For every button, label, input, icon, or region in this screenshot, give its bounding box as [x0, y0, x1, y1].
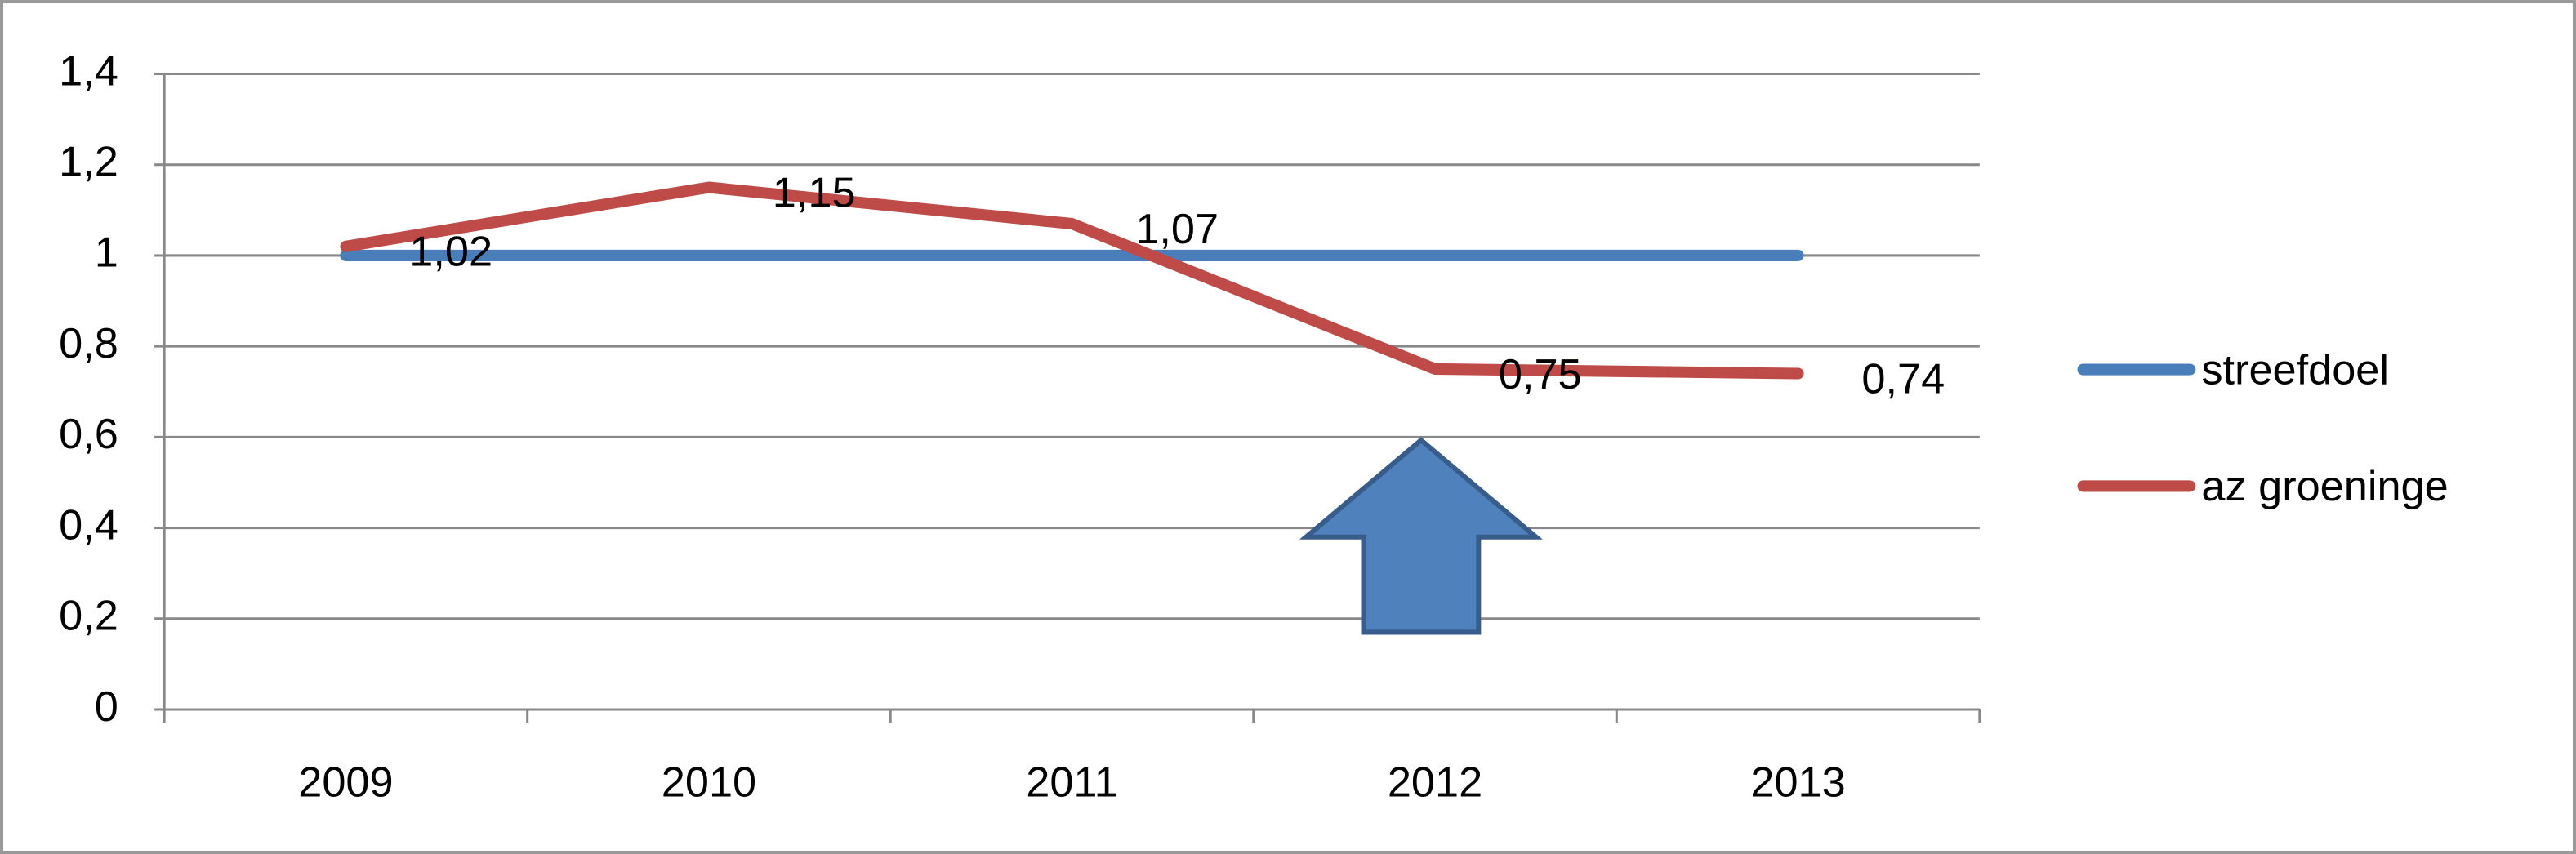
x-tick-label: 2012 [1388, 758, 1482, 806]
legend-label: az groeninge [2201, 463, 2448, 510]
y-tick-label: 0 [95, 683, 118, 731]
x-tick-label: 2013 [1750, 758, 1845, 806]
y-tick-label: 0,2 [59, 593, 118, 640]
data-label: 0,75 [1499, 351, 1582, 398]
y-tick-label: 0,8 [59, 320, 118, 367]
legend-label: streefdoel [2201, 346, 2389, 394]
y-tick-label: 1,4 [59, 47, 118, 95]
series-line [340, 181, 1804, 380]
x-tick-label: 2010 [662, 758, 756, 806]
y-tick-label: 0,6 [59, 411, 118, 458]
data-label: 1,15 [773, 169, 856, 216]
data-label: 1,07 [1135, 206, 1219, 253]
arrow-shape [1299, 437, 1543, 635]
x-tick-label: 2011 [1026, 758, 1117, 806]
y-tick-label: 1,2 [59, 139, 118, 186]
y-tick-label: 0,4 [59, 501, 118, 549]
x-tick-label: 2009 [298, 758, 393, 806]
data-label: 1,02 [409, 229, 492, 276]
data-label: 0,74 [1861, 355, 1945, 403]
y-tick-label: 1 [95, 229, 118, 277]
